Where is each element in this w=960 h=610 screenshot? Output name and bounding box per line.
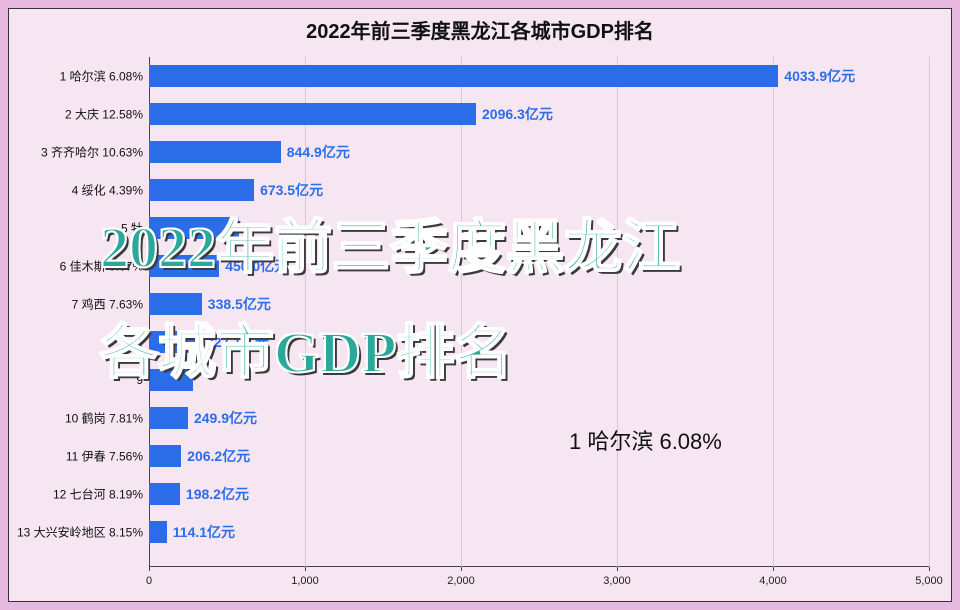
gridline (929, 57, 930, 567)
bar-row: 10 鹤岗 7.81%249.9亿元 (149, 407, 929, 429)
bar-row: 4 绥化 4.39%673.5亿元 (149, 179, 929, 201)
x-tick (929, 567, 930, 571)
x-tick-label: 1,000 (291, 575, 319, 587)
x-tick-label: 2,000 (447, 575, 475, 587)
x-tick (305, 567, 306, 571)
bar (149, 179, 254, 201)
overlay-title-line1: 2022年前三季度黑龙江 (100, 200, 680, 284)
x-tick (617, 567, 618, 571)
x-tick (773, 567, 774, 571)
x-tick-label: 4,000 (759, 575, 787, 587)
bar-row: 1 哈尔滨 6.08%4033.9亿元 (149, 65, 929, 87)
bar-y-label: 1 哈尔滨 6.08% (60, 68, 149, 85)
bar-y-label: 13 大兴安岭地区 8.15% (17, 524, 149, 541)
x-tick-label: 3,000 (603, 575, 631, 587)
bar-value-label: 673.5亿元 (254, 180, 323, 200)
x-tick (461, 567, 462, 571)
bar-value-label: 206.2亿元 (181, 446, 250, 466)
x-tick-label: 0 (146, 575, 152, 587)
overlay-title-line2: 各城市GDP排名 (100, 305, 512, 389)
bar-y-label: 10 鹤岗 7.81% (65, 410, 149, 427)
bar (149, 521, 167, 543)
bar-row: 12 七台河 8.19%198.2亿元 (149, 483, 929, 505)
bar-row: 2 大庆 12.58%2096.3亿元 (149, 103, 929, 125)
bar (149, 103, 476, 125)
bar-value-label: 198.2亿元 (180, 484, 249, 504)
highlight-callout: 1 哈尔滨 6.08% (569, 424, 722, 456)
x-tick (149, 567, 150, 571)
bar-y-label: 12 七台河 8.19% (53, 486, 149, 503)
bar-value-label: 2096.3亿元 (476, 104, 553, 124)
bar (149, 407, 188, 429)
bar-value-label: 249.9亿元 (188, 408, 257, 428)
bar (149, 65, 778, 87)
bar-row: 11 伊春 7.56%206.2亿元 (149, 445, 929, 467)
x-tick-label: 5,000 (915, 575, 943, 587)
bar-row: 13 大兴安岭地区 8.15%114.1亿元 (149, 521, 929, 543)
bar-value-label: 4033.9亿元 (778, 66, 855, 86)
bar-value-label: 844.9亿元 (281, 142, 350, 162)
bar (149, 483, 180, 505)
bar-y-label: 2 大庆 12.58% (65, 106, 149, 123)
bar-y-label: 11 伊春 7.56% (66, 448, 149, 465)
chart-title: 2022年前三季度黑龙江各城市GDP排名 (9, 9, 951, 44)
bar-value-label: 114.1亿元 (167, 522, 235, 542)
bar-row: 3 齐齐哈尔 10.63%844.9亿元 (149, 141, 929, 163)
bar-y-label: 4 绥化 4.39% (72, 182, 149, 199)
bar (149, 141, 281, 163)
bar (149, 445, 181, 467)
bar-y-label: 3 齐齐哈尔 10.63% (41, 144, 149, 161)
x-axis (149, 566, 929, 567)
